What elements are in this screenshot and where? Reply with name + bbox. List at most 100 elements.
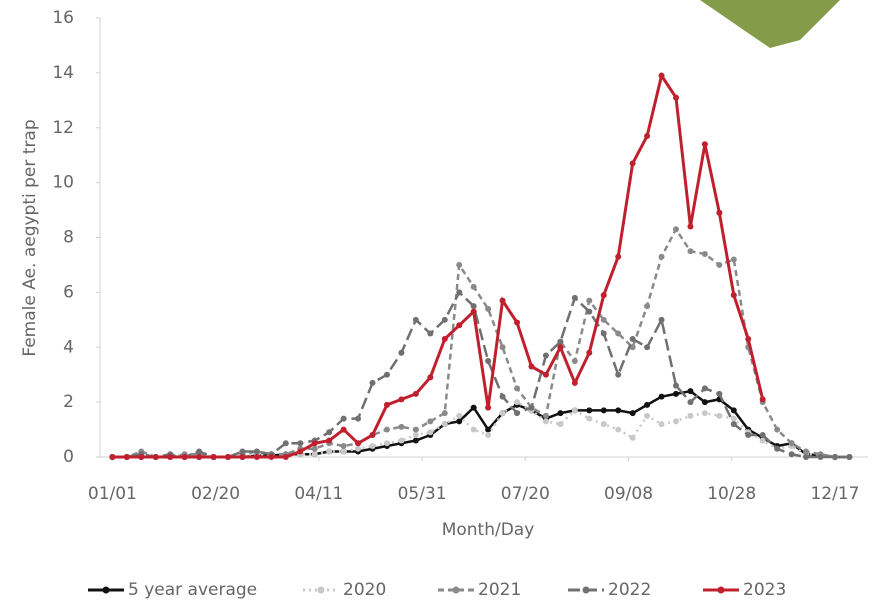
legend-label: 2021 <box>478 580 521 600</box>
x-tick-label: 12/17 <box>810 484 859 504</box>
data-point <box>730 421 737 428</box>
data-point <box>803 448 810 455</box>
data-point <box>456 289 463 296</box>
data-point <box>701 410 708 417</box>
data-point <box>716 261 723 268</box>
data-point <box>831 454 838 460</box>
data-point <box>600 292 607 299</box>
data-point <box>326 437 333 444</box>
data-point <box>542 418 549 425</box>
data-point <box>253 454 260 460</box>
legend-label: 2022 <box>608 580 651 600</box>
data-point <box>716 209 723 216</box>
data-point <box>542 412 549 419</box>
data-point <box>586 308 593 315</box>
data-point <box>340 415 347 422</box>
data-point <box>687 223 694 230</box>
data-point <box>485 404 492 411</box>
data-point <box>600 330 607 337</box>
data-point <box>398 349 405 356</box>
data-point <box>644 132 651 139</box>
y-tick-label: 0 <box>63 447 74 467</box>
y-tick-label: 14 <box>52 63 74 83</box>
data-point <box>571 357 578 364</box>
data-point <box>427 429 434 436</box>
data-point <box>398 423 405 430</box>
data-point <box>355 415 362 422</box>
data-point <box>427 418 434 425</box>
data-point <box>196 454 203 460</box>
legend-label: 2020 <box>343 580 386 600</box>
data-point <box>499 410 506 417</box>
data-point <box>557 338 564 345</box>
data-point <box>123 454 130 460</box>
data-point <box>673 382 679 389</box>
data-point <box>340 448 347 455</box>
y-tick-label: 10 <box>52 173 74 193</box>
legend-marker <box>317 586 325 594</box>
data-point <box>485 305 492 312</box>
series-line <box>112 226 850 459</box>
legend-marker <box>582 586 590 594</box>
data-point <box>427 330 434 337</box>
x-tick-label: 02/20 <box>191 484 240 504</box>
data-point <box>701 141 708 148</box>
data-point <box>701 385 708 392</box>
data-point <box>673 390 679 397</box>
data-point <box>658 253 665 260</box>
data-point <box>456 412 463 419</box>
data-point <box>152 454 159 460</box>
data-point <box>239 454 246 460</box>
data-point <box>355 445 362 452</box>
data-point <box>687 248 694 255</box>
data-point <box>412 316 419 323</box>
data-point <box>311 440 318 447</box>
data-point <box>658 72 665 79</box>
data-point <box>268 454 275 460</box>
data-point <box>730 292 737 299</box>
data-point <box>615 371 622 378</box>
data-point <box>470 308 477 315</box>
data-point <box>456 261 463 268</box>
data-point <box>759 437 766 444</box>
data-point <box>340 443 347 450</box>
y-tick-label: 4 <box>63 337 74 357</box>
data-point <box>586 407 593 414</box>
legend-marker <box>452 586 460 594</box>
data-point <box>485 357 492 364</box>
data-point <box>398 437 405 444</box>
data-point <box>673 94 679 101</box>
data-point <box>326 429 333 436</box>
data-point <box>253 448 260 455</box>
data-point <box>644 303 651 310</box>
data-point <box>687 399 694 406</box>
y-tick-label: 8 <box>63 228 74 248</box>
legend-marker <box>717 586 725 594</box>
data-point <box>355 440 362 447</box>
data-point <box>528 363 535 370</box>
data-point <box>514 385 521 392</box>
y-tick-label: 6 <box>63 282 74 302</box>
data-point <box>297 440 304 447</box>
legend-label: 2023 <box>743 580 786 600</box>
data-point <box>687 388 694 395</box>
data-point <box>369 443 376 450</box>
data-point <box>412 390 419 397</box>
data-point <box>586 297 593 304</box>
data-point <box>398 396 405 403</box>
data-point <box>759 432 766 439</box>
data-point <box>311 451 318 458</box>
data-point <box>542 371 549 378</box>
data-point <box>225 454 231 460</box>
data-point <box>441 336 448 343</box>
data-point <box>181 454 188 460</box>
data-point <box>427 374 434 381</box>
data-point <box>514 399 521 406</box>
data-point <box>774 426 781 433</box>
data-point <box>571 407 578 414</box>
data-point <box>514 410 521 417</box>
data-point <box>167 454 174 460</box>
data-point <box>196 448 203 455</box>
data-point <box>470 404 477 411</box>
